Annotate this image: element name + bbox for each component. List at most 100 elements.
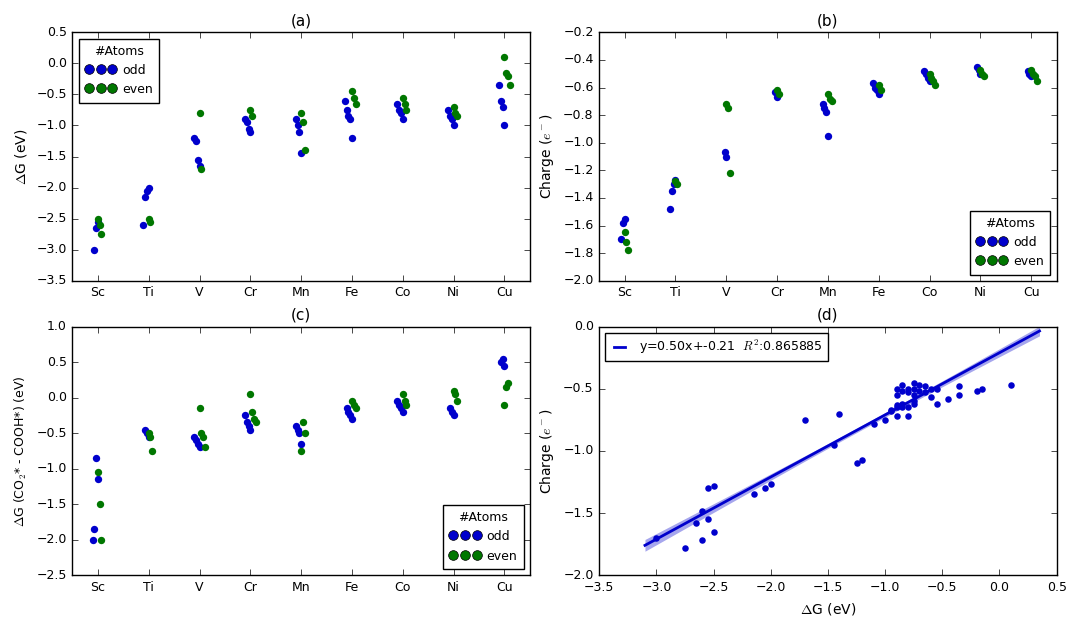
Point (1023, 64, 1040, 74)
Point (240, 421, 257, 431)
Point (343, 396, 361, 406)
Point (888, 400, 905, 410)
Title: (d): (d) (818, 307, 839, 323)
Point (917, 381, 934, 391)
Point (872, 85, 889, 95)
Point (140, 183, 158, 193)
Point (921, 69, 939, 79)
Point (648, 533, 665, 543)
Legend: odd, even: odd, even (79, 38, 160, 103)
Point (84, 535, 102, 545)
Point (496, 52, 513, 62)
Point (447, 108, 464, 118)
Point (140, 432, 158, 442)
Point (293, 149, 310, 159)
Point (905, 396, 922, 406)
Point (496, 120, 513, 130)
Point (394, 93, 411, 103)
Point (693, 536, 711, 546)
Point (770, 89, 787, 100)
Point (247, 418, 265, 428)
Point (293, 438, 310, 449)
Point (391, 105, 408, 115)
Point (187, 435, 204, 445)
Point (141, 217, 159, 227)
Point (716, 147, 733, 158)
Point (192, 164, 210, 174)
Point (242, 389, 259, 399)
Point (616, 227, 633, 238)
Point (818, 107, 835, 117)
Point (243, 407, 260, 417)
Point (338, 403, 355, 413)
Point (769, 85, 786, 95)
Point (85, 524, 103, 534)
Point (494, 102, 511, 112)
Point (136, 425, 153, 435)
Point (341, 114, 359, 124)
Point (343, 414, 361, 424)
Point (973, 69, 990, 79)
Point (905, 399, 922, 409)
Point (969, 62, 986, 72)
Point (191, 161, 208, 171)
Point (341, 410, 359, 420)
Point (240, 123, 257, 134)
Y-axis label: Charge ($e^-$): Charge ($e^-$) (538, 114, 556, 199)
Point (389, 396, 406, 406)
Point (688, 518, 705, 528)
Point (620, 246, 637, 256)
Point (445, 386, 462, 396)
Point (705, 481, 723, 491)
Point (917, 69, 934, 79)
Point (950, 381, 968, 391)
Point (242, 127, 259, 137)
Point (1020, 66, 1037, 76)
Point (893, 403, 910, 413)
Point (239, 117, 256, 127)
Point (85, 244, 103, 255)
Point (868, 85, 886, 95)
Point (917, 387, 934, 398)
Point (900, 384, 917, 394)
Point (191, 442, 208, 452)
Point (397, 105, 415, 115)
Point (900, 403, 917, 413)
Point (769, 92, 786, 102)
Point (293, 108, 310, 118)
Point (90, 214, 107, 224)
Point (893, 386, 910, 396)
Point (663, 186, 680, 196)
Point (136, 192, 153, 202)
Point (972, 64, 989, 74)
Point (905, 390, 922, 400)
Point (186, 133, 203, 143)
Point (910, 386, 928, 396)
Point (186, 432, 203, 442)
Point (865, 418, 882, 428)
Point (888, 384, 905, 394)
Point (616, 214, 633, 224)
Point (396, 99, 414, 109)
Point (693, 505, 711, 515)
Point (492, 357, 510, 367)
Point (291, 127, 308, 137)
Point (972, 69, 989, 79)
Point (893, 399, 910, 409)
Point (445, 120, 462, 130)
Point (496, 399, 513, 410)
Legend: y=0.50x+-0.21  $R^2$:0.865885: y=0.50x+-0.21 $R^2$:0.865885 (606, 333, 828, 361)
Point (187, 136, 204, 146)
Point (940, 394, 957, 404)
Point (900, 387, 917, 398)
Point (91, 220, 108, 230)
Point (905, 384, 922, 394)
Point (144, 446, 161, 456)
Point (397, 399, 415, 410)
Point (243, 111, 260, 121)
Point (391, 399, 408, 410)
Point (882, 405, 900, 415)
Point (498, 67, 515, 77)
Point (888, 390, 905, 400)
Point (442, 403, 459, 413)
